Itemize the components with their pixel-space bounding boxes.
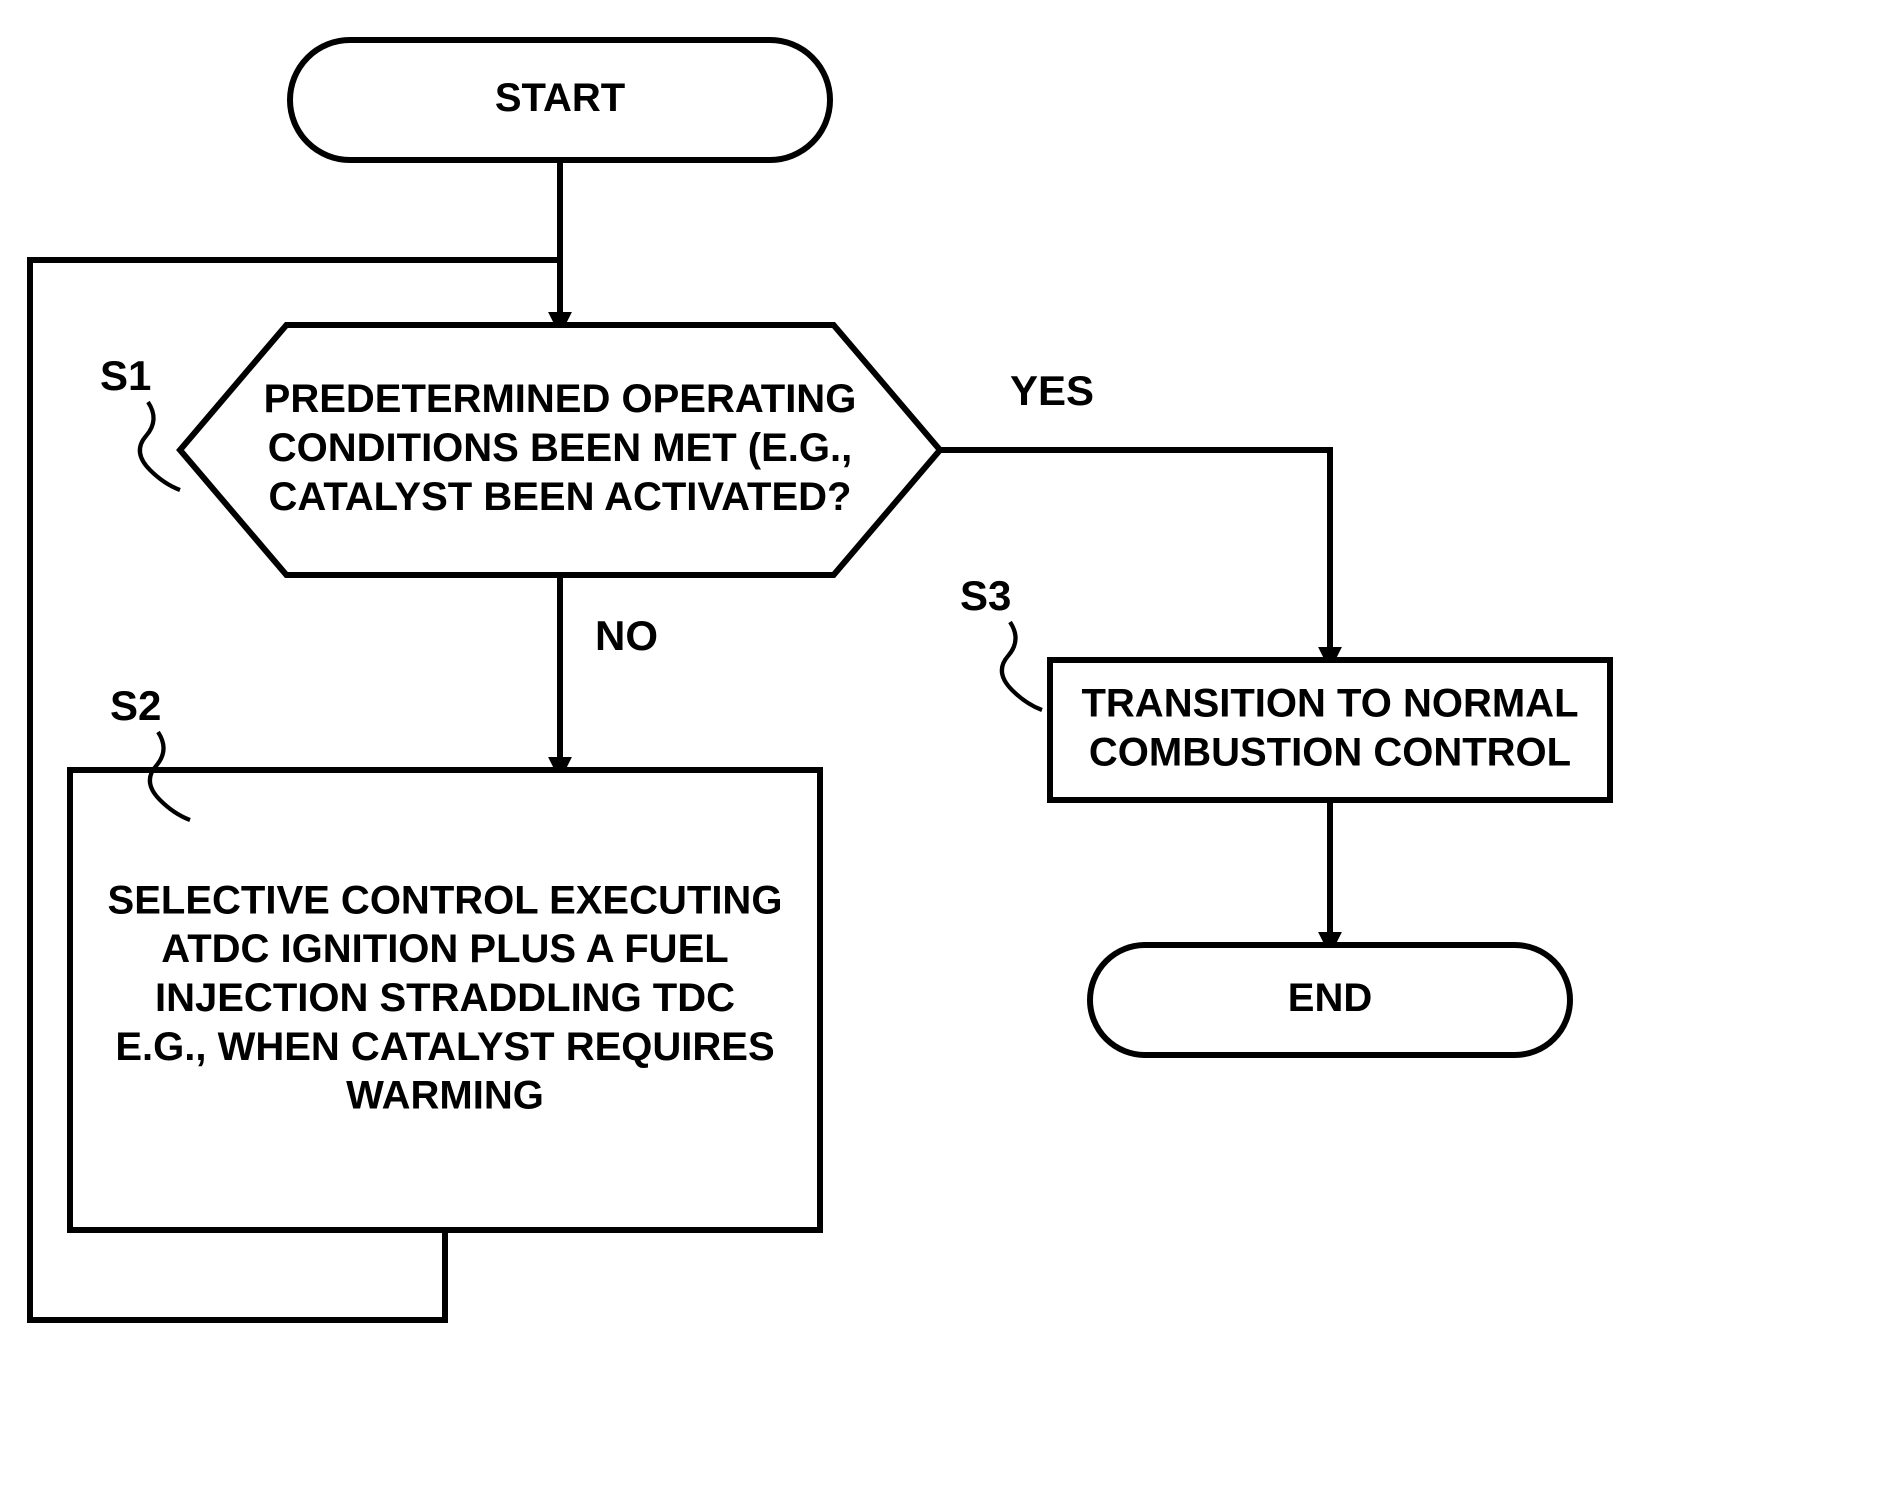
node-text-start: START xyxy=(495,76,625,120)
step-label-s1: S1 xyxy=(100,352,151,399)
step-pointer-s1 xyxy=(140,402,180,490)
edge-label-yes: YES xyxy=(1010,367,1094,414)
edge-label-no: NO xyxy=(595,612,658,659)
step-label-s3: S3 xyxy=(960,572,1011,619)
node-s3: TRANSITION TO NORMALCOMBUSTION CONTROL xyxy=(1050,660,1610,800)
step-pointer-s3 xyxy=(1002,622,1042,710)
node-text-end: END xyxy=(1288,976,1372,1020)
step-label-s2: S2 xyxy=(110,682,161,729)
edge-s1-s3 xyxy=(940,450,1330,660)
node-s1: PREDETERMINED OPERATINGCONDITIONS BEEN M… xyxy=(180,325,940,575)
flowchart-diagram: START PREDETERMINED OPERATINGCONDITIONS B… xyxy=(0,0,1894,1496)
node-start: START xyxy=(290,40,830,160)
node-text-s1: PREDETERMINED OPERATINGCONDITIONS BEEN M… xyxy=(264,377,857,519)
node-s2: SELECTIVE CONTROL EXECUTINGATDC IGNITION… xyxy=(70,770,820,1230)
node-end: END xyxy=(1090,945,1570,1055)
